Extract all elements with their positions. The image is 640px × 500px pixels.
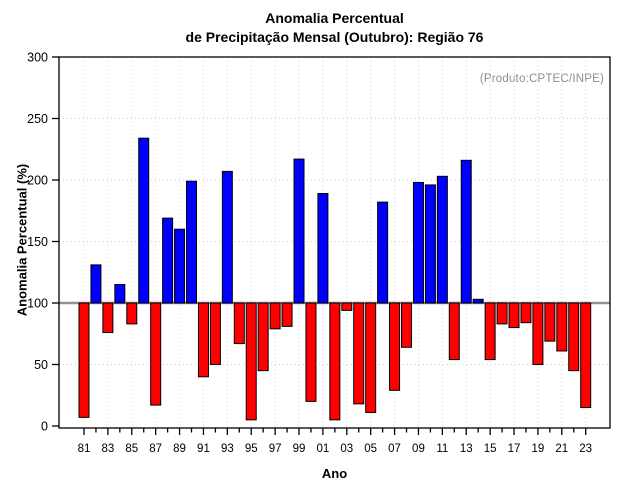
- x-tick-label: 97: [269, 443, 282, 455]
- x-tick-label: 09: [412, 443, 425, 455]
- y-tick-label: 250: [27, 112, 48, 126]
- bar: [78, 302, 90, 418]
- bar: [281, 302, 293, 327]
- y-tick-label: 0: [41, 420, 48, 434]
- bar: [496, 302, 508, 325]
- chart-title-line2: de Precipitação Mensal (Outubro): Região…: [185, 29, 484, 45]
- bar: [460, 159, 472, 304]
- bar: [484, 302, 496, 361]
- bar: [436, 175, 448, 304]
- bar: [114, 284, 126, 304]
- bar: [377, 201, 389, 304]
- x-tick-label: 93: [221, 443, 234, 455]
- x-tick-label: 21: [555, 443, 568, 455]
- x-tick-label: 83: [101, 443, 114, 455]
- bar: [329, 302, 341, 421]
- x-tick-label: 17: [508, 443, 521, 455]
- bar: [580, 302, 592, 409]
- bar: [520, 302, 532, 324]
- bar: [209, 302, 221, 365]
- bar: [269, 302, 281, 330]
- bar: [556, 302, 568, 352]
- bar: [245, 302, 257, 421]
- bar: [197, 302, 209, 378]
- x-tick-label: 81: [78, 443, 91, 455]
- bar: [508, 302, 520, 329]
- bar: [150, 302, 162, 406]
- x-tick-label: 91: [197, 443, 210, 455]
- y-tick-label: 100: [27, 297, 48, 311]
- bar: [138, 137, 150, 304]
- bar: [221, 170, 233, 304]
- x-tick-label: 15: [484, 443, 497, 455]
- x-tick-label: 13: [460, 443, 473, 455]
- bar: [472, 298, 484, 304]
- bar: [162, 217, 174, 304]
- bar: [186, 180, 198, 304]
- bar: [412, 181, 424, 304]
- x-tick-label: 89: [173, 443, 186, 455]
- bar: [341, 302, 353, 311]
- produto-annotation: (Produto:CPTEC/INPE): [479, 73, 604, 85]
- x-tick-label: 19: [532, 443, 545, 455]
- bar: [233, 302, 245, 345]
- bar: [389, 302, 401, 391]
- bar: [126, 302, 138, 325]
- x-tick-label: 11: [436, 443, 448, 455]
- y-tick-label: 200: [27, 174, 48, 188]
- bar: [90, 264, 102, 304]
- bar: [317, 193, 329, 304]
- x-tick-label: 99: [293, 443, 306, 455]
- bar: [257, 302, 269, 372]
- bar: [305, 302, 317, 402]
- bar: [102, 302, 114, 334]
- bar: [293, 158, 305, 304]
- x-tick-label: 87: [149, 443, 162, 455]
- bar: [365, 302, 377, 413]
- x-tick-label: 07: [388, 443, 401, 455]
- y-tick-label: 50: [34, 358, 48, 372]
- bar: [448, 302, 460, 361]
- y-tick-label: 150: [27, 235, 48, 249]
- bar: [353, 302, 365, 405]
- x-axis-title: Ano: [321, 466, 348, 481]
- bar: [544, 302, 556, 342]
- bar: [568, 302, 580, 372]
- x-tick-label: 23: [579, 443, 592, 455]
- chart-title-line1: Anomalia Percentual: [265, 10, 404, 26]
- y-tick-label: 300: [27, 51, 48, 65]
- x-tick-label: 95: [245, 443, 258, 455]
- x-tick-label: 01: [317, 443, 330, 455]
- x-tick-label: 03: [340, 443, 353, 455]
- bar: [424, 184, 436, 304]
- bar: [174, 228, 186, 304]
- bar: [532, 302, 544, 365]
- bar: [401, 302, 413, 348]
- x-tick-label: 05: [364, 443, 377, 455]
- x-tick-label: 85: [125, 443, 138, 455]
